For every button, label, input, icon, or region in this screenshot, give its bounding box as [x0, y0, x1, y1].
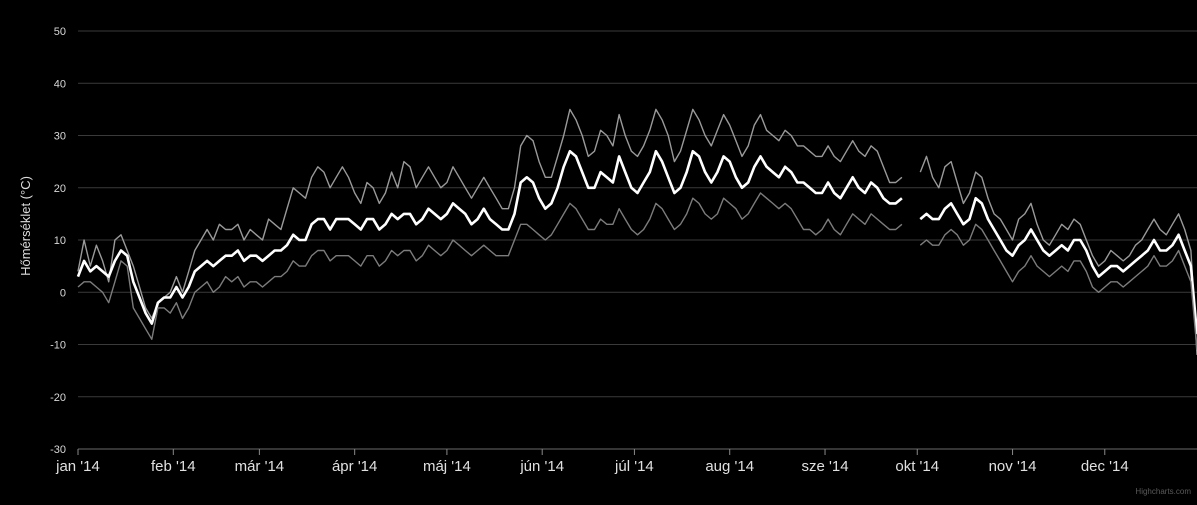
x-tick-label: jún '14 — [519, 458, 564, 475]
series-line-mean — [76, 149, 903, 325]
series-line-max — [919, 155, 1197, 355]
grid-layer — [78, 30, 1197, 450]
x-tick-label: máj '14 — [423, 458, 471, 475]
x-tick-label: ápr '14 — [332, 458, 377, 475]
y-tick-label: 0 — [60, 287, 66, 299]
y-tick-label: 20 — [54, 183, 66, 195]
y-tick-label: 30 — [54, 131, 66, 143]
chart-credit: Highcharts.com — [1135, 487, 1191, 496]
x-tick-label: júl '14 — [614, 458, 654, 475]
y-tick-label: -10 — [50, 340, 66, 352]
axis-layer: -30 -20 -10 0 10 20 30 40 50 jan '14 feb '14 már '1… — [50, 26, 1197, 475]
series-line-max — [77, 108, 903, 320]
series-line-min — [77, 192, 903, 340]
x-tick-label: jan '14 — [55, 458, 100, 475]
y-tick-label: 50 — [54, 26, 66, 38]
x-tick-label: okt '14 — [895, 458, 939, 475]
x-tick-label: sze '14 — [801, 458, 848, 475]
y-axis-title: Hőmérséklet (°C) — [18, 176, 33, 276]
y-tick-label: 10 — [54, 235, 66, 247]
x-tick-label: már '14 — [235, 458, 285, 475]
x-tick-label: nov '14 — [989, 458, 1037, 475]
series-line-mean — [919, 196, 1197, 335]
series-layer — [76, 108, 1197, 355]
series-line-min — [919, 223, 1197, 350]
x-tick-label: dec '14 — [1081, 458, 1129, 475]
y-tick-label: 40 — [54, 78, 66, 90]
y-tick-label: -30 — [50, 444, 66, 456]
y-tick-label: -20 — [50, 392, 66, 404]
x-tick-label: aug '14 — [705, 458, 754, 475]
x-tick-label: feb '14 — [151, 458, 196, 475]
